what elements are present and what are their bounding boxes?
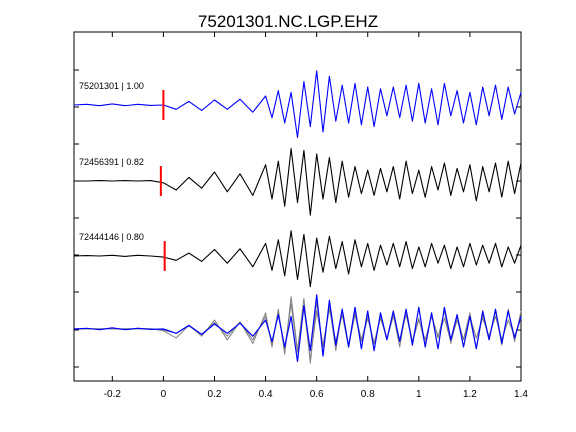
x-axis: -0.2 0 0.2 0.4 0.6 0.8 1 1.2 1.4: [104, 32, 528, 400]
overlay-trace-1: [73, 294, 522, 362]
x-tick-label: 1: [416, 389, 422, 400]
trace-label-2: 72456391 | 0.82: [79, 157, 144, 167]
x-tick-label: 0.6: [310, 389, 324, 400]
x-tick-label: 0.2: [208, 389, 222, 400]
trace-label-1: 75201301 | 1.00: [79, 81, 144, 91]
x-tick-label: 1.2: [463, 389, 477, 400]
x-tick-label: -0.2: [104, 389, 122, 400]
overlay-trace-2: [74, 296, 522, 364]
trace-3: [73, 230, 522, 288]
x-tick-label: 1.4: [514, 389, 528, 400]
y-ticks: [74, 69, 521, 368]
x-tick-label: 0.4: [259, 389, 273, 400]
trace-1: [73, 70, 522, 138]
trace-label-3: 72444146 | 0.80: [79, 232, 144, 242]
x-tick-label: 0: [161, 389, 167, 400]
plot-frame: [73, 31, 522, 382]
chart-title: 75201301.NC.LGP.EHZ: [198, 12, 378, 31]
x-tick-label: 0.8: [361, 389, 375, 400]
trace-2: [74, 148, 522, 216]
traces: [73, 70, 522, 364]
trace-labels: 75201301 | 1.00 72456391 | 0.82 72444146 |…: [79, 81, 144, 242]
